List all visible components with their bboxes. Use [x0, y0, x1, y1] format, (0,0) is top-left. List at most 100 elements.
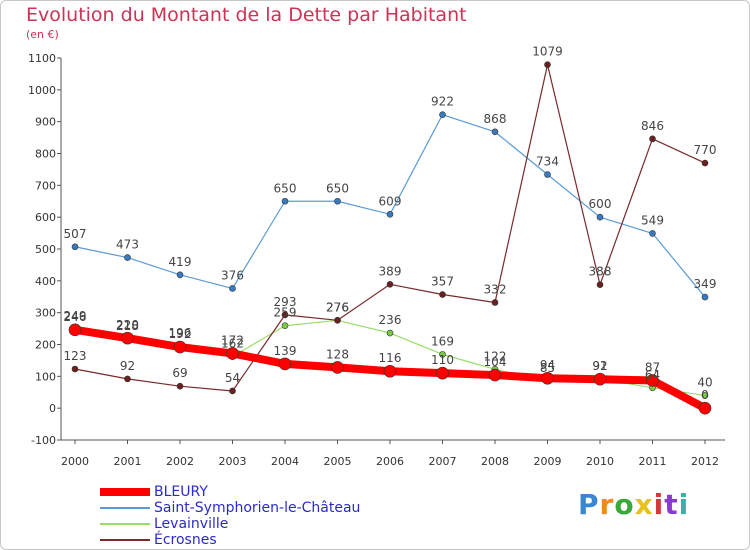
- data-point: [331, 361, 344, 374]
- data-label: 846: [641, 119, 664, 133]
- data-point: [281, 197, 289, 205]
- data-label: 1079: [532, 45, 563, 59]
- x-tick-label: 2011: [639, 455, 667, 468]
- y-tick-label: 300: [35, 307, 56, 320]
- data-point: [229, 285, 236, 292]
- data-point: [334, 197, 341, 205]
- legend: BLEURY Saint-Symphorien-le-Château Levainv…: [100, 484, 360, 548]
- data-label: 196: [169, 326, 192, 340]
- x-tick-label: 2005: [324, 455, 352, 468]
- data-point: [698, 401, 712, 415]
- data-point: [71, 365, 79, 373]
- data-point: [383, 364, 397, 378]
- data-point: [281, 322, 289, 330]
- x-tick-label: 2007: [429, 455, 457, 468]
- data-label: 770: [694, 143, 717, 157]
- data-label: 85: [540, 361, 555, 375]
- data-label: 64: [645, 368, 660, 382]
- y-tick-label: 200: [35, 339, 56, 352]
- chart-title: Evolution du Montant de la Dette par Hab…: [26, 4, 467, 26]
- data-label: 236: [379, 313, 402, 327]
- x-tick-label: 2000: [61, 455, 89, 468]
- x-tick-label: 2010: [586, 455, 614, 468]
- data-point: [596, 213, 604, 221]
- data-label: 357: [431, 275, 454, 289]
- data-label: 332: [484, 282, 507, 296]
- data-point: [701, 159, 709, 167]
- y-tick-label: 800: [35, 148, 56, 161]
- data-point: [176, 382, 184, 390]
- data-label: 259: [274, 306, 297, 320]
- data-label: 54: [225, 371, 240, 385]
- data-point: [649, 230, 656, 237]
- data-point: [491, 299, 499, 306]
- data-label: 276: [326, 300, 349, 314]
- data-point: [439, 111, 446, 118]
- proxiti-logo: Proxiti: [578, 488, 690, 521]
- legend-item: Saint-Symphorien-le-Château: [100, 500, 360, 516]
- data-point: [436, 366, 449, 380]
- data-label: 249: [64, 309, 87, 323]
- data-label: 218: [116, 319, 139, 333]
- data-label: 94: [540, 358, 555, 372]
- data-label: 116: [379, 351, 402, 365]
- data-point: [124, 254, 131, 261]
- legend-swatch: [100, 488, 150, 496]
- legend-item: Levainville: [100, 516, 360, 532]
- data-label: 650: [326, 181, 349, 195]
- legend-item: BLEURY: [100, 484, 360, 500]
- data-point: [488, 368, 502, 382]
- data-point: [176, 271, 184, 279]
- data-label: 122: [484, 349, 507, 363]
- y-tick-label: 0: [49, 402, 56, 415]
- data-label: 92: [592, 359, 607, 373]
- legend-swatch: [100, 507, 150, 509]
- data-point: [544, 61, 551, 68]
- data-point: [701, 392, 709, 399]
- data-point: [71, 243, 79, 251]
- data-point: [281, 311, 289, 319]
- data-label: 276: [326, 300, 349, 314]
- data-point: [334, 317, 341, 324]
- data-label: 246: [64, 310, 87, 324]
- data-label: 91: [592, 359, 607, 373]
- data-point: [386, 329, 394, 337]
- data-point: [701, 293, 709, 301]
- data-label: 349: [694, 277, 717, 291]
- data-label: 419: [169, 255, 192, 269]
- data-label: 92: [120, 359, 135, 373]
- data-label: 169: [431, 334, 454, 348]
- x-tick-label: 2004: [271, 455, 299, 468]
- data-label: 734: [536, 155, 559, 169]
- y-tick-label: 500: [35, 243, 56, 256]
- data-label: 162: [221, 337, 244, 351]
- data-point: [593, 372, 607, 386]
- y-tick-label: 600: [35, 211, 56, 224]
- data-label: 376: [221, 268, 244, 282]
- data-label: 473: [116, 238, 139, 252]
- data-label: 868: [484, 112, 507, 126]
- data-label: 293: [274, 295, 297, 309]
- x-tick-label: 2006: [376, 455, 404, 468]
- data-point: [386, 211, 394, 218]
- data-label: 600: [589, 197, 612, 211]
- data-point: [173, 340, 187, 354]
- data-point: [124, 375, 131, 383]
- x-tick-label: 2008: [481, 455, 509, 468]
- y-tick-label: 400: [35, 275, 56, 288]
- legend-label: Écrosnes: [154, 532, 217, 548]
- chart-unit: (en €): [26, 28, 59, 41]
- x-tick-label: 2009: [534, 455, 562, 468]
- legend-label: BLEURY: [154, 484, 208, 500]
- data-point: [596, 281, 604, 288]
- legend-swatch: [100, 539, 150, 541]
- y-tick-label: 900: [35, 116, 56, 129]
- x-tick-label: 2001: [114, 455, 142, 468]
- data-point: [226, 347, 239, 360]
- legend-label: Saint-Symphorien-le-Château: [154, 500, 361, 516]
- x-tick-label: 2002: [166, 455, 194, 468]
- data-label: 507: [64, 227, 87, 241]
- data-point: [544, 171, 551, 178]
- x-tick-label: 2003: [219, 455, 247, 468]
